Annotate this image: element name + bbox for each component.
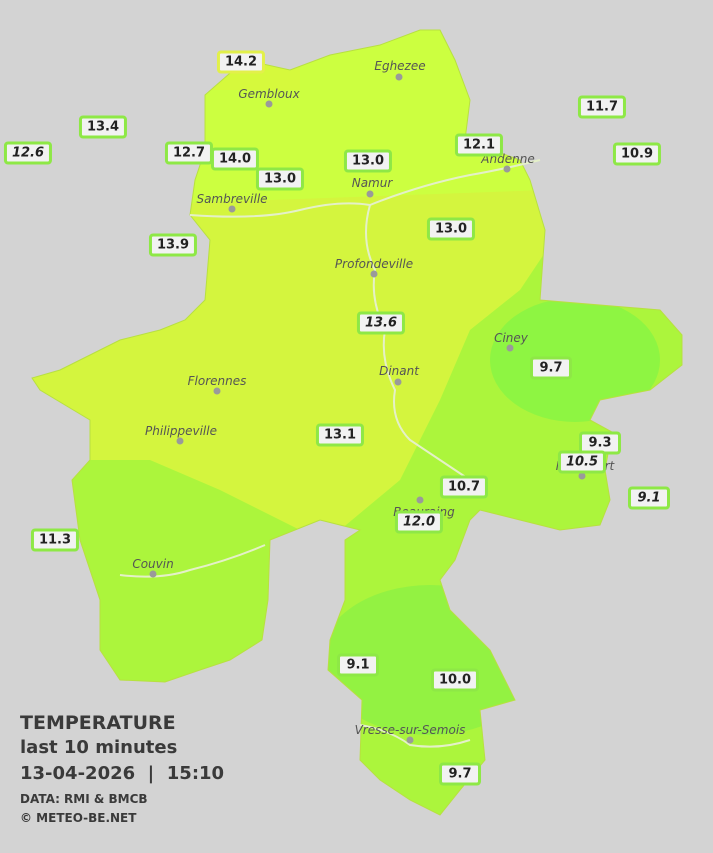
station-temperature: 12.6 bbox=[3, 141, 53, 165]
city-dot bbox=[176, 437, 184, 445]
city-name: Couvin bbox=[132, 557, 174, 571]
city-dot bbox=[149, 570, 157, 578]
city-dot bbox=[406, 736, 414, 744]
city-dot bbox=[395, 73, 403, 81]
legend-timestamp: 13-04-2026 | 15:10 bbox=[20, 763, 225, 784]
city-name: Eghezee bbox=[374, 59, 426, 73]
city-dot bbox=[394, 378, 402, 386]
city-name: Vresse-sur-Semois bbox=[354, 723, 466, 737]
station-temperature: 13.1 bbox=[315, 423, 365, 447]
city-name: Namur bbox=[351, 176, 393, 190]
station-temperature: 11.7 bbox=[577, 95, 627, 119]
city-dot bbox=[366, 190, 374, 198]
station-temperature: 13.9 bbox=[148, 233, 198, 257]
city-dot bbox=[416, 496, 424, 504]
station-temperature: 9.1 bbox=[628, 486, 670, 510]
city-name: Sambreville bbox=[196, 192, 268, 206]
legend-source: DATA: RMI & BMCB bbox=[20, 792, 148, 806]
station-temperature: 10.5 bbox=[557, 450, 607, 474]
station-temperature: 11.3 bbox=[30, 528, 80, 552]
city-name: Dinant bbox=[379, 364, 419, 378]
city-dot bbox=[370, 270, 378, 278]
station-temperature: 12.1 bbox=[454, 133, 504, 157]
station-temperature: 13.0 bbox=[343, 149, 393, 173]
city-name: Profondeville bbox=[334, 257, 414, 271]
station-temperature: 10.9 bbox=[612, 142, 662, 166]
station-temperature: 10.0 bbox=[430, 668, 480, 692]
station-temperature: 14.0 bbox=[210, 147, 260, 171]
station-temperature: 12.0 bbox=[394, 510, 444, 534]
city-dot bbox=[578, 472, 586, 480]
city-name: Ciney bbox=[494, 331, 528, 345]
city-dot bbox=[265, 100, 273, 108]
city-name: Philippeville bbox=[145, 424, 217, 438]
city-dot bbox=[503, 165, 511, 173]
station-temperature: 10.7 bbox=[439, 475, 489, 499]
city-dot bbox=[506, 344, 514, 352]
city-name: Florennes bbox=[187, 374, 247, 388]
legend-title: TEMPERATURE bbox=[20, 712, 176, 734]
station-temperature: 13.6 bbox=[356, 311, 406, 335]
city-dot bbox=[228, 205, 236, 213]
station-temperature: 13.0 bbox=[426, 217, 476, 241]
legend-subtitle: last 10 minutes bbox=[20, 737, 178, 758]
station-temperature: 9.7 bbox=[439, 762, 481, 786]
station-temperature: 12.7 bbox=[164, 141, 214, 165]
station-temperature: 13.4 bbox=[78, 115, 128, 139]
rivers bbox=[119, 159, 541, 748]
city-dot bbox=[213, 387, 221, 395]
legend-copyright: © METEO-BE.NET bbox=[20, 811, 137, 825]
station-temperature: 14.2 bbox=[216, 50, 266, 74]
station-temperature: 13.0 bbox=[255, 167, 305, 191]
city-name: Gembloux bbox=[238, 87, 300, 101]
station-temperature: 9.7 bbox=[530, 356, 572, 380]
station-temperature: 9.1 bbox=[337, 653, 379, 677]
